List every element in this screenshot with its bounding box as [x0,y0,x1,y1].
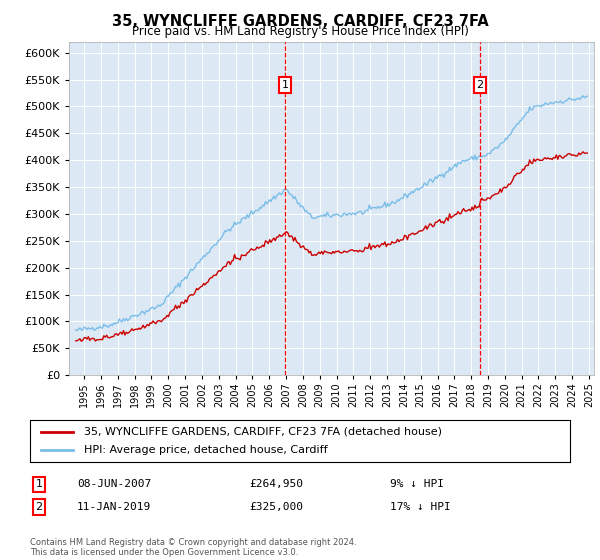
Text: 11-JAN-2019: 11-JAN-2019 [77,502,151,512]
Text: 17% ↓ HPI: 17% ↓ HPI [390,502,451,512]
Text: Price paid vs. HM Land Registry's House Price Index (HPI): Price paid vs. HM Land Registry's House … [131,25,469,38]
Text: £325,000: £325,000 [249,502,303,512]
Text: 35, WYNCLIFFE GARDENS, CARDIFF, CF23 7FA (detached house): 35, WYNCLIFFE GARDENS, CARDIFF, CF23 7FA… [84,427,442,437]
Text: 08-JUN-2007: 08-JUN-2007 [77,479,151,489]
Text: Contains HM Land Registry data © Crown copyright and database right 2024.
This d: Contains HM Land Registry data © Crown c… [30,538,356,557]
Text: 1: 1 [281,80,289,90]
Text: 1: 1 [35,479,43,489]
Text: HPI: Average price, detached house, Cardiff: HPI: Average price, detached house, Card… [84,445,328,455]
Text: £264,950: £264,950 [249,479,303,489]
Text: 2: 2 [35,502,43,512]
Text: 9% ↓ HPI: 9% ↓ HPI [390,479,444,489]
Text: 35, WYNCLIFFE GARDENS, CARDIFF, CF23 7FA: 35, WYNCLIFFE GARDENS, CARDIFF, CF23 7FA [112,14,488,29]
Text: 2: 2 [476,80,484,90]
